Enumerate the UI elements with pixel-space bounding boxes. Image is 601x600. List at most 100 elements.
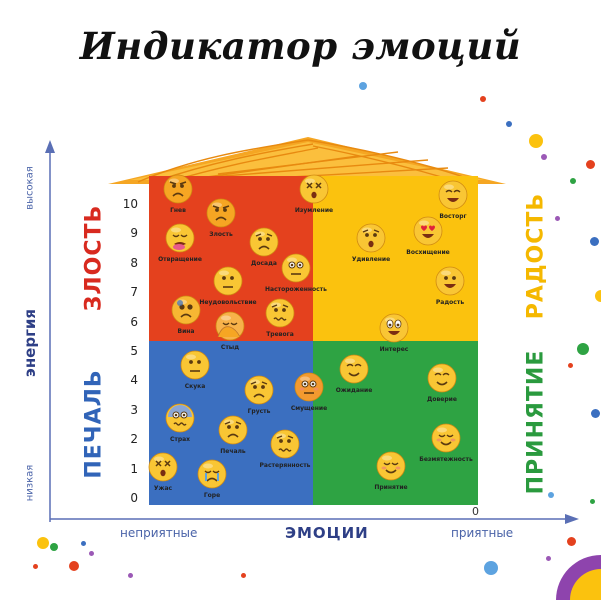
- emotion-label: Ужас: [153, 485, 173, 492]
- emoji-sad-icon: [249, 227, 279, 257]
- emotion-label: Изумление: [294, 207, 334, 214]
- decor-dot: [555, 216, 560, 221]
- emotion-label: Безмятежность: [419, 456, 473, 463]
- label-anger: ЗЛОСТЬ: [81, 204, 107, 312]
- emotion-label: Печаль: [220, 448, 246, 455]
- emoji-blush-icon: [294, 372, 324, 402]
- decor-dot: [81, 541, 86, 546]
- emotion-label: Грусть: [247, 408, 271, 415]
- emoji-disgust-icon: [165, 223, 195, 253]
- emoji-happy-icon: [435, 266, 465, 296]
- decor-dot: [480, 96, 486, 102]
- emoji-worry-icon: [270, 429, 300, 459]
- decor-dot: [50, 543, 58, 551]
- y-tick: 5: [130, 344, 138, 358]
- emotion-label: Принятие: [374, 484, 408, 491]
- emoji-laugh-icon: [438, 180, 468, 210]
- emoji-fear-icon: [165, 403, 195, 433]
- emotion-label: Скука: [184, 383, 206, 390]
- decor-arc-icon: [556, 555, 601, 600]
- emoji-shame-icon: [215, 311, 245, 341]
- emotion-label: Ожидание: [335, 387, 373, 394]
- decor-dot: [577, 343, 589, 355]
- roof-icon: [108, 137, 506, 184]
- decor-dot: [506, 121, 512, 127]
- y-tick: 6: [130, 314, 138, 329]
- emotion-label: Неудовольствие: [199, 299, 257, 306]
- emotion-label: Настороженность: [265, 286, 327, 293]
- emoji-guilt-icon: [171, 295, 201, 325]
- emotion-label: Злость: [209, 231, 233, 238]
- label-joy: РАДОСТЬ: [523, 192, 549, 320]
- label-acceptance: ПРИНЯТИЕ: [523, 349, 549, 495]
- emotion-label: Интерес: [379, 346, 409, 353]
- emotion-label: Вина: [177, 328, 195, 335]
- x-axis-zero: 0: [472, 505, 479, 518]
- emoji-sad-icon: [218, 415, 248, 445]
- emoji-angry-icon: [206, 198, 236, 228]
- y-axis-high-label: высокая: [24, 166, 36, 210]
- emoji-worry-icon: [265, 298, 295, 328]
- emotion-label: Удивление: [351, 256, 391, 263]
- y-tick: 3: [130, 402, 138, 417]
- decor-dot: [128, 573, 133, 578]
- emotion-label: Страх: [169, 436, 191, 443]
- emotion-label: Горе: [203, 492, 221, 499]
- emotion-label: Стыд: [220, 344, 240, 351]
- y-tick: 8: [130, 255, 138, 270]
- y-tick: 2: [130, 432, 138, 447]
- emotion-label: Доверие: [427, 396, 457, 403]
- emoji-smile-icon: [427, 363, 457, 393]
- emoji-alert-icon: [281, 253, 311, 283]
- emotion-label: Восхищение: [406, 249, 450, 256]
- y-axis-low-label: низкая: [24, 464, 36, 502]
- emoji-neutral-icon: [213, 266, 243, 296]
- y-axis-title: энергия: [21, 308, 39, 378]
- decor-dot: [586, 160, 595, 169]
- emoji-angry-icon: [163, 174, 193, 204]
- emoji-grin-icon: [379, 313, 409, 343]
- emoji-surprise-icon: [356, 223, 386, 253]
- decor-dot: [241, 573, 246, 578]
- emotion-label: Отвращение: [158, 256, 202, 263]
- decor-dot: [570, 178, 576, 184]
- decor-dot: [546, 556, 551, 561]
- emotion-label: Гнев: [170, 207, 186, 214]
- emotion-label: Радость: [435, 299, 465, 306]
- y-tick: 10: [122, 197, 138, 211]
- y-tick: 7: [130, 285, 138, 300]
- page-title: Индикатор эмоций: [79, 24, 522, 68]
- emoji-smile-icon: [339, 354, 369, 384]
- x-axis-left-label: неприятные: [120, 526, 198, 540]
- emoji-cry-icon: [197, 459, 227, 489]
- decor-dot: [567, 537, 576, 546]
- decor-dot: [548, 492, 554, 498]
- decor-dot: [359, 82, 367, 90]
- decor-dot: [541, 154, 547, 160]
- emoji-dizzy-icon: [148, 452, 178, 482]
- emoji-love-icon: [413, 216, 443, 246]
- decor-dot: [69, 561, 79, 571]
- x-axis-title: ЭМОЦИИ: [285, 524, 369, 542]
- decor-dot: [89, 551, 94, 556]
- y-tick: 1: [130, 461, 138, 476]
- label-sadness: ПЕЧАЛЬ: [81, 369, 107, 479]
- emotion-label: Досада: [251, 260, 277, 267]
- emoji-content-icon: [376, 451, 406, 481]
- emoji-content-icon: [431, 423, 461, 453]
- y-tick: 0: [130, 491, 138, 505]
- emotion-label: Тревога: [266, 331, 294, 338]
- decor-dot: [568, 363, 573, 368]
- decor-dot: [37, 537, 49, 549]
- emotion-label: Восторг: [439, 213, 467, 220]
- y-tick: 4: [130, 373, 138, 388]
- decor-dot: [33, 564, 38, 569]
- emotion-label: Смущение: [290, 405, 328, 412]
- decor-dot: [595, 290, 601, 302]
- decor-dot: [590, 499, 595, 504]
- emoji-sad-icon: [244, 375, 274, 405]
- decor-dot: [529, 134, 543, 148]
- emoji-neutral-icon: [180, 350, 210, 380]
- decor-dot: [484, 561, 498, 575]
